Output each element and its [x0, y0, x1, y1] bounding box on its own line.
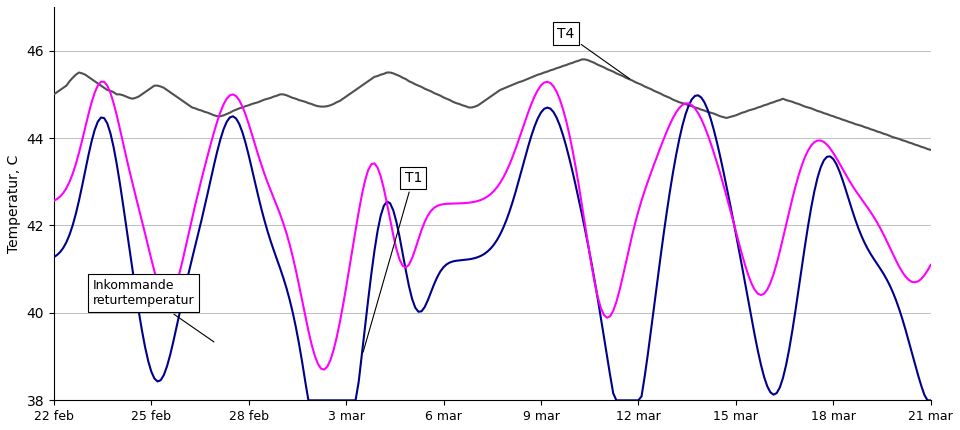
Text: T1: T1 — [363, 171, 422, 352]
Y-axis label: Temperatur, C: Temperatur, C — [7, 154, 21, 253]
Text: Inkommande
returtemperatur: Inkommande returtemperatur — [93, 279, 214, 342]
Text: T4: T4 — [557, 27, 630, 79]
